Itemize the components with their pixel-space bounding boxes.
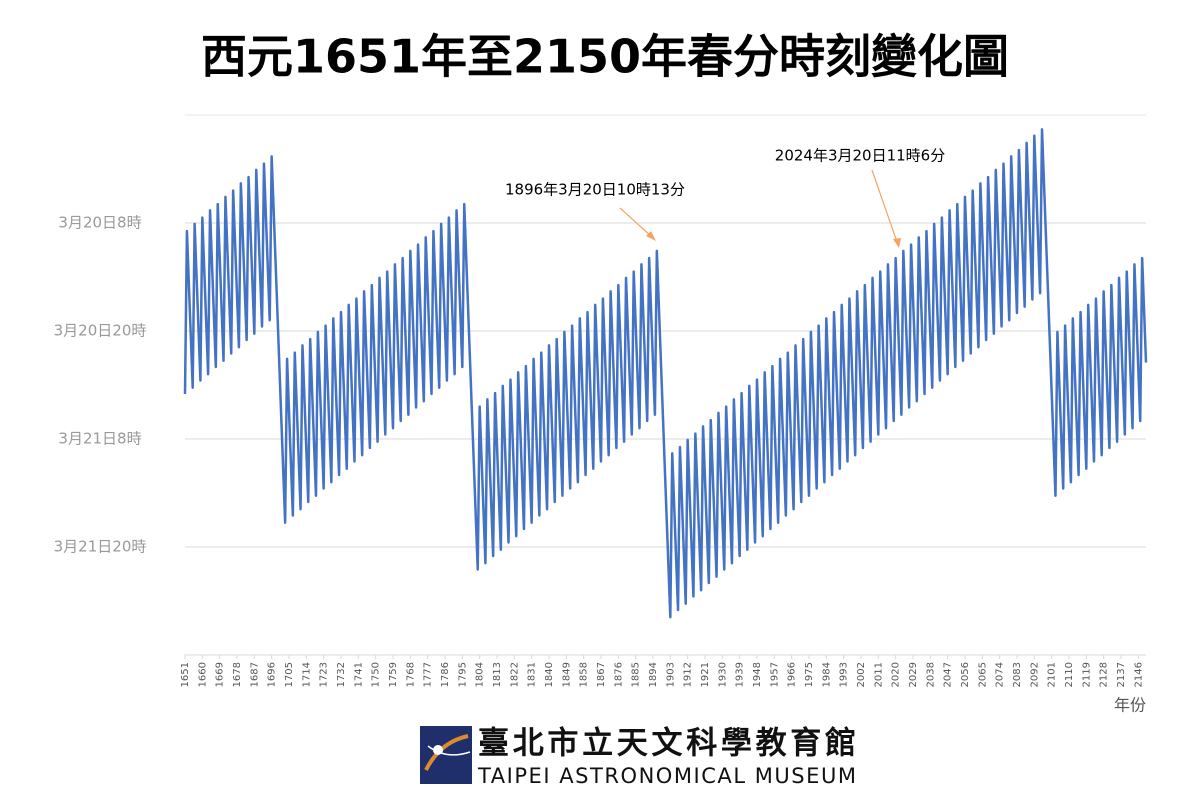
x-tick-label: 1795 (457, 662, 468, 687)
x-tick-label: 1696 (267, 662, 278, 687)
x-tick-label: 1741 (353, 662, 364, 687)
y-tick-label: 3月20日20時 (54, 322, 147, 340)
annotation-arrow (871, 169, 898, 243)
x-tick-label: 1813 (492, 662, 503, 687)
x-tick-label: 1687 (249, 662, 260, 687)
x-tick-label: 2038 (925, 662, 936, 687)
x-tick-label: 1714 (301, 662, 312, 687)
x-tick-label: 2029 (908, 662, 919, 687)
x-tick-label: 2128 (1099, 662, 1110, 687)
x-tick-label: 1975 (804, 662, 815, 687)
x-tick-label: 1831 (527, 662, 538, 687)
footer-name: 臺北市立天文科學教育館 (478, 726, 856, 762)
x-tick-label: 1840 (544, 662, 555, 687)
x-tick-label: 1759 (388, 662, 399, 687)
x-tick-label: 2047 (943, 662, 954, 687)
x-tick-label: 1984 (821, 662, 832, 687)
x-tick-label: 1660 (197, 662, 208, 687)
y-tick-label: 3月21日8時 (58, 430, 141, 448)
x-tick-label: 2002 (856, 662, 867, 687)
x-tick-label: 1957 (769, 662, 780, 687)
x-tick-label: 2011 (873, 662, 884, 687)
x-tick-label: 1651 (180, 662, 191, 687)
x-tick-label: 1921 (700, 662, 711, 687)
x-tick-label: 1669 (215, 662, 226, 687)
x-tick-label: 2137 (1116, 662, 1127, 687)
x-tick-label: 2146 (1133, 662, 1144, 687)
x-tick-label: 2056 (960, 662, 971, 687)
logo-orbit (427, 745, 471, 756)
annotation: 2024年3月20日11時6分 (775, 147, 945, 165)
annotation: 1896年3月20日10時13分 (505, 181, 685, 199)
x-tick-label: 1822 (509, 662, 520, 687)
x-tick-label: 1858 (579, 662, 590, 687)
x-tick-label: 1912 (683, 662, 694, 687)
x-tick-label: 1894 (648, 662, 659, 687)
footer-name-en: TAIPEI ASTRONOMICAL MUSEUM (477, 764, 856, 788)
x-tick-label: 1876 (613, 662, 624, 687)
x-tick-label: 2092 (1029, 662, 1040, 687)
y-tick-label: 3月20日8時 (58, 214, 141, 232)
x-tick-label: 1723 (319, 662, 330, 687)
annotation-arrowhead (893, 238, 901, 248)
x-tick-label: 2020 (891, 662, 902, 687)
x-tick-label: 1849 (561, 662, 572, 687)
x-tick-label: 1903 (665, 662, 676, 687)
x-tick-label: 2074 (995, 662, 1006, 687)
data-line (183, 128, 1148, 619)
x-tick-label: 2083 (1012, 662, 1023, 687)
x-tick-label: 1939 (735, 662, 746, 687)
x-tick-label: 2065 (977, 662, 988, 687)
logo: 臺北市立天文科學教育館 TAIPEI ASTRONOMICAL MUSEUM (420, 726, 856, 788)
y-tick-label: 3月21日20時 (54, 538, 147, 556)
x-tick-label: 1732 (336, 662, 347, 687)
x-tick-label: 1867 (596, 662, 607, 687)
x-tick-label: 1750 (371, 662, 382, 687)
x-tick-label: 1705 (284, 662, 295, 687)
plot-area: 3月20日8時 3月20日20時 3月21日8時 3月21日20時 1651 1660 16… (54, 128, 1148, 687)
x-tick-label: 1930 (717, 662, 728, 687)
x-tick-label: 1786 (440, 662, 451, 687)
x-axis-label: 年份 (1114, 696, 1146, 715)
x-tick-label: 1993 (839, 662, 850, 687)
x-tick-label: 1885 (631, 662, 642, 687)
x-tick-label: 2110 (1064, 662, 1075, 687)
x-tick-label: 2101 (1047, 662, 1058, 687)
logo-arc (424, 734, 469, 771)
x-tick-label: 1678 (232, 662, 243, 687)
x-tick-label: 1804 (475, 662, 486, 687)
annotation-arrow (619, 207, 653, 238)
x-tick-label: 1966 (787, 662, 798, 687)
chart-title: 西元1651年至2150年春分時刻變化圖 (201, 30, 1009, 84)
x-tick-label: 2119 (1081, 662, 1092, 687)
x-tick-label: 1768 (405, 662, 416, 687)
annotation-arrowhead (646, 231, 656, 241)
x-tick-label: 1948 (752, 662, 763, 687)
x-tick-label: 1777 (423, 662, 434, 687)
